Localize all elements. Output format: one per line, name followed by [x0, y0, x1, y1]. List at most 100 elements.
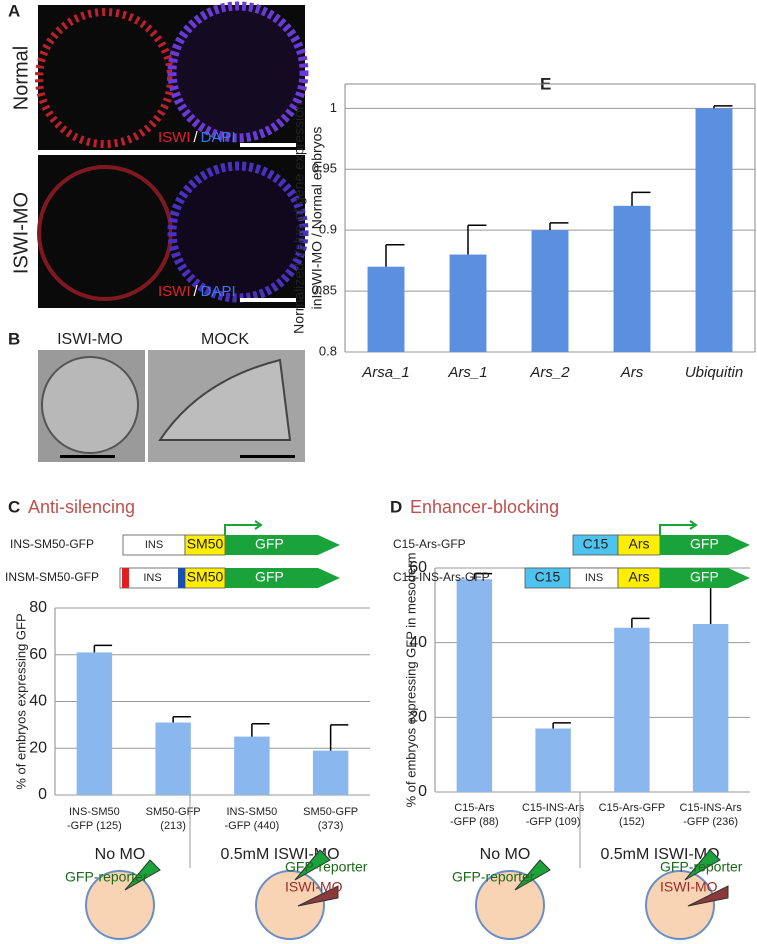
y-tick-label: 0 — [418, 783, 427, 800]
needle — [124, 859, 161, 891]
embryo — [167, 161, 309, 303]
part-label: GFP — [255, 536, 284, 552]
x-tick-label: Arsa_1 — [361, 364, 410, 381]
row-label: Normal — [10, 46, 32, 110]
scale-bar — [240, 455, 295, 458]
x-tick-label: -GFP (109) — [526, 816, 581, 828]
y-axis-label: % of embryos expressing GFP in mesoderm — [403, 553, 418, 808]
part-label: SM50 — [187, 536, 224, 552]
gene-arrow — [660, 535, 750, 555]
stain-part: / — [194, 283, 199, 300]
y-tick-label: 40 — [29, 693, 47, 710]
bar — [695, 108, 733, 352]
panel-label: C — [8, 497, 20, 516]
construct-name: INS-SM50-GFP — [10, 537, 94, 551]
annotation: GFP-reporter — [285, 859, 368, 875]
insulator-mark — [178, 568, 185, 588]
needle — [294, 849, 331, 881]
y-tick-label: 20 — [29, 739, 47, 756]
x-tick-label: (213) — [160, 820, 186, 832]
y-tick-label: 1 — [330, 100, 337, 115]
bar — [692, 624, 729, 792]
gene-arrow — [225, 568, 340, 588]
embryo — [158, 358, 292, 441]
panel-label: B — [8, 329, 20, 348]
bar — [614, 627, 650, 792]
gene-arrow — [225, 535, 340, 555]
bar — [234, 736, 270, 795]
y-tick-label: 80 — [29, 599, 47, 616]
error-bar — [251, 722, 270, 737]
panel-label: D — [390, 497, 402, 516]
part-label: INS — [585, 572, 603, 584]
part-label: Ars — [629, 536, 650, 552]
annotation: GFP-reporter — [65, 869, 148, 885]
annotation: GFP-reporter — [660, 859, 743, 875]
x-tick-label: (152) — [619, 816, 645, 828]
scale-bar — [240, 298, 296, 302]
bar — [155, 722, 191, 795]
part-label: INS — [143, 572, 161, 584]
x-tick-label: SM50-GFP — [146, 806, 201, 818]
tss-arrow — [224, 520, 263, 535]
construct-name: C15-INS-Ars-GFP — [393, 570, 490, 584]
bar — [312, 750, 349, 795]
embryo-cartoon — [255, 870, 325, 940]
group-label: 0.5mM ISWI-MO — [220, 846, 339, 863]
part-label: C15 — [583, 536, 609, 552]
error-bar — [631, 191, 651, 206]
construct-name: INSM-SM50-GFP — [5, 570, 99, 584]
y-tick-label: 0.8 — [319, 343, 337, 358]
group-label: 0.5mM ISWI-MO — [600, 846, 719, 863]
embryo-cartoon — [475, 870, 545, 940]
x-tick-label: -GFP (88) — [450, 816, 499, 828]
x-tick-label: C15-INS-Ars — [522, 802, 585, 814]
x-tick-label: Ars — [620, 364, 644, 381]
part-label: Ars — [629, 569, 650, 585]
part-label: SM50 — [187, 569, 224, 585]
x-tick-label: Ars_1 — [447, 364, 487, 381]
y-axis-label: Normalized Value of gene expression — [291, 102, 307, 334]
stain-label: ISWI / DAPI — [158, 283, 236, 300]
x-tick-label: SM50-GFP — [303, 806, 358, 818]
group-label: No MO — [480, 846, 531, 863]
part-label: GFP — [255, 569, 284, 585]
x-tick-label: -GFP (440) — [224, 820, 279, 832]
bar — [76, 652, 113, 795]
y-tick-label: 0.85 — [312, 283, 337, 298]
embryo — [41, 356, 139, 454]
stain-part: ISWI — [158, 129, 191, 146]
stain-part: DAPI — [201, 283, 236, 300]
stain-label: ISWI / DAPI — [158, 129, 236, 146]
bar — [613, 205, 651, 352]
bar — [531, 230, 569, 352]
x-tick-label: C15-Ars — [454, 802, 495, 814]
x-tick-label: -GFP (236) — [683, 816, 738, 828]
y-tick-label: 0.95 — [312, 161, 337, 176]
bar — [535, 728, 571, 792]
embryo — [167, 1, 309, 143]
image-label: MOCK — [201, 331, 249, 348]
error-bar — [467, 224, 487, 255]
panel-label: A — [8, 1, 20, 20]
row-label: ISWI-MO — [10, 192, 32, 274]
x-tick-label: (373) — [318, 820, 344, 832]
part-label: GFP — [690, 569, 719, 585]
needle — [684, 849, 721, 881]
embryo-cartoon — [645, 870, 715, 940]
annotation: GFP-reporter — [452, 869, 535, 885]
error-bar — [473, 572, 493, 580]
y-tick-label: 60 — [29, 646, 47, 663]
annotation: ISWI-MO — [660, 879, 718, 895]
part-label: C15 — [535, 569, 561, 585]
tss-arrow — [659, 520, 698, 535]
error-bar — [329, 724, 349, 751]
y-axis-label: inISWI-MO / Normal embryos — [309, 127, 325, 310]
bar — [367, 266, 405, 352]
bar — [449, 254, 487, 352]
error-bar — [709, 585, 729, 624]
error-bar — [552, 722, 571, 729]
y-tick-label: 0.9 — [319, 222, 337, 237]
group-label: No MO — [95, 846, 146, 863]
